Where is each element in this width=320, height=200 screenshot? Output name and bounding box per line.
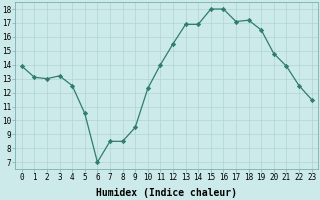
X-axis label: Humidex (Indice chaleur): Humidex (Indice chaleur) [96,188,237,198]
